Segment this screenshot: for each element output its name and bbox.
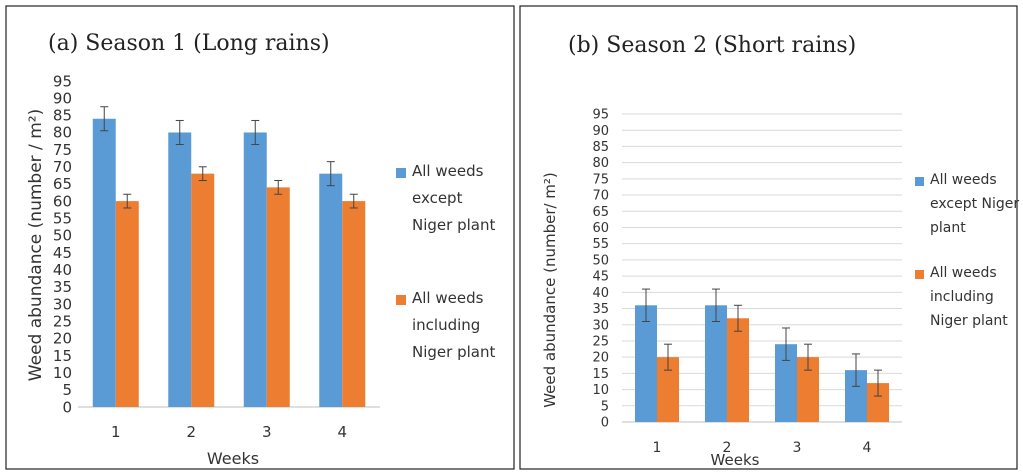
y-tick-label: 50 bbox=[592, 253, 609, 268]
y-tick-label: 30 bbox=[53, 295, 72, 313]
y-tick-label: 25 bbox=[53, 312, 72, 330]
legend-label-series2: Niger plant bbox=[412, 343, 495, 361]
y-tick-label: 10 bbox=[592, 383, 609, 398]
x-tick-label: 3 bbox=[262, 423, 272, 441]
y-tick-label: 25 bbox=[592, 334, 609, 349]
panel-season-2: (b) Season 2 (Short rains) 0510152025303… bbox=[519, 5, 1019, 470]
legend-label-series2: All weeds bbox=[930, 265, 997, 281]
bar-series1-week3 bbox=[775, 344, 797, 422]
x-tick-label: 2 bbox=[723, 440, 732, 456]
bar-series1-week4 bbox=[845, 370, 867, 422]
x-tick-label: 1 bbox=[111, 423, 121, 441]
x-tick-label: 1 bbox=[653, 440, 662, 456]
legend-label-series1: All weeds bbox=[412, 162, 484, 180]
bar-series2-week4 bbox=[342, 201, 366, 407]
panel-a-x-axis-label: Weeks bbox=[207, 449, 259, 468]
legend-swatch-series2 bbox=[396, 295, 406, 305]
y-tick-label: 0 bbox=[62, 398, 72, 416]
bar-series1-week2 bbox=[168, 132, 192, 407]
y-tick-label: 40 bbox=[592, 286, 609, 301]
y-tick-label: 35 bbox=[53, 278, 72, 296]
legend-label-series1: All weeds bbox=[930, 172, 997, 188]
y-tick-label: 20 bbox=[53, 330, 72, 348]
bar-series1-week2 bbox=[705, 305, 727, 422]
y-tick-label: 10 bbox=[53, 364, 72, 382]
y-tick-label: 90 bbox=[53, 89, 72, 107]
y-tick-label: 70 bbox=[592, 189, 609, 204]
legend-label-series1: except bbox=[412, 189, 463, 207]
y-tick-label: 5 bbox=[601, 399, 609, 414]
legend-label-series2: including bbox=[412, 316, 480, 334]
y-tick-label: 40 bbox=[53, 261, 72, 279]
panel-b-title: (b) Season 2 (Short rains) bbox=[568, 33, 856, 58]
panel-b-y-axis-label: Weed abundance (number/ m²) bbox=[541, 172, 559, 408]
legend-swatch-series1 bbox=[915, 177, 924, 186]
legend-label-series1: except Niger bbox=[930, 196, 1019, 212]
bar-series2-week4 bbox=[867, 383, 889, 422]
bar-series2-week1 bbox=[115, 201, 139, 407]
y-tick-label: 35 bbox=[592, 302, 609, 317]
bar-series2-week1 bbox=[657, 357, 679, 422]
bar-series2-week2 bbox=[191, 173, 215, 407]
y-tick-label: 30 bbox=[592, 318, 609, 333]
legend-label-series1: Niger plant bbox=[412, 216, 495, 234]
y-tick-label: 65 bbox=[592, 205, 609, 220]
legend-label-series2: Niger plant bbox=[930, 313, 1008, 329]
panel-b-x-axis-label: Weeks bbox=[711, 451, 760, 469]
y-tick-label: 85 bbox=[53, 107, 72, 125]
x-tick-label: 4 bbox=[337, 423, 347, 441]
legend-label-series2: All weeds bbox=[412, 289, 484, 307]
y-tick-label: 80 bbox=[53, 124, 72, 142]
y-tick-label: 85 bbox=[592, 140, 609, 155]
bar-series2-week3 bbox=[797, 357, 819, 422]
panel-a-title: (a) Season 1 (Long rains) bbox=[48, 31, 330, 56]
y-tick-label: 65 bbox=[53, 175, 72, 193]
bar-series1-week1 bbox=[635, 305, 657, 422]
legend-label-series2: including bbox=[930, 289, 994, 305]
y-tick-label: 50 bbox=[53, 227, 72, 245]
legend-label-series1: plant bbox=[930, 220, 966, 236]
legend-swatch-series2 bbox=[915, 270, 924, 279]
y-tick-label: 45 bbox=[592, 270, 609, 285]
legend-swatch-series1 bbox=[396, 168, 406, 178]
x-tick-label: 3 bbox=[793, 440, 802, 456]
y-tick-label: 15 bbox=[592, 367, 609, 382]
y-tick-label: 70 bbox=[53, 158, 72, 176]
y-tick-label: 45 bbox=[53, 244, 72, 262]
y-tick-label: 95 bbox=[592, 108, 609, 123]
y-tick-label: 60 bbox=[53, 192, 72, 210]
panel-a-y-axis-label: Weed abundance (number / m²) bbox=[26, 109, 46, 381]
bar-series1-week1 bbox=[92, 118, 116, 407]
y-tick-label: 75 bbox=[592, 172, 609, 187]
x-tick-label: 4 bbox=[863, 440, 872, 456]
y-tick-label: 5 bbox=[62, 381, 72, 399]
y-tick-label: 95 bbox=[53, 72, 72, 90]
x-tick-label: 2 bbox=[186, 423, 196, 441]
bar-series2-week2 bbox=[727, 318, 749, 422]
y-tick-label: 15 bbox=[53, 347, 72, 365]
y-tick-label: 55 bbox=[53, 210, 72, 228]
y-tick-label: 0 bbox=[601, 416, 609, 431]
y-tick-label: 90 bbox=[592, 124, 609, 139]
panel-season-1: (a) Season 1 (Long rains) 05101520253035… bbox=[5, 5, 515, 470]
bar-series1-week4 bbox=[319, 173, 343, 407]
y-tick-label: 55 bbox=[592, 237, 609, 252]
y-tick-label: 60 bbox=[592, 221, 609, 236]
y-tick-label: 75 bbox=[53, 141, 72, 159]
y-tick-label: 80 bbox=[592, 156, 609, 171]
bar-series2-week3 bbox=[266, 187, 290, 407]
bar-series1-week3 bbox=[243, 132, 267, 407]
panel-b-border bbox=[519, 5, 1018, 470]
y-tick-label: 20 bbox=[592, 351, 609, 366]
